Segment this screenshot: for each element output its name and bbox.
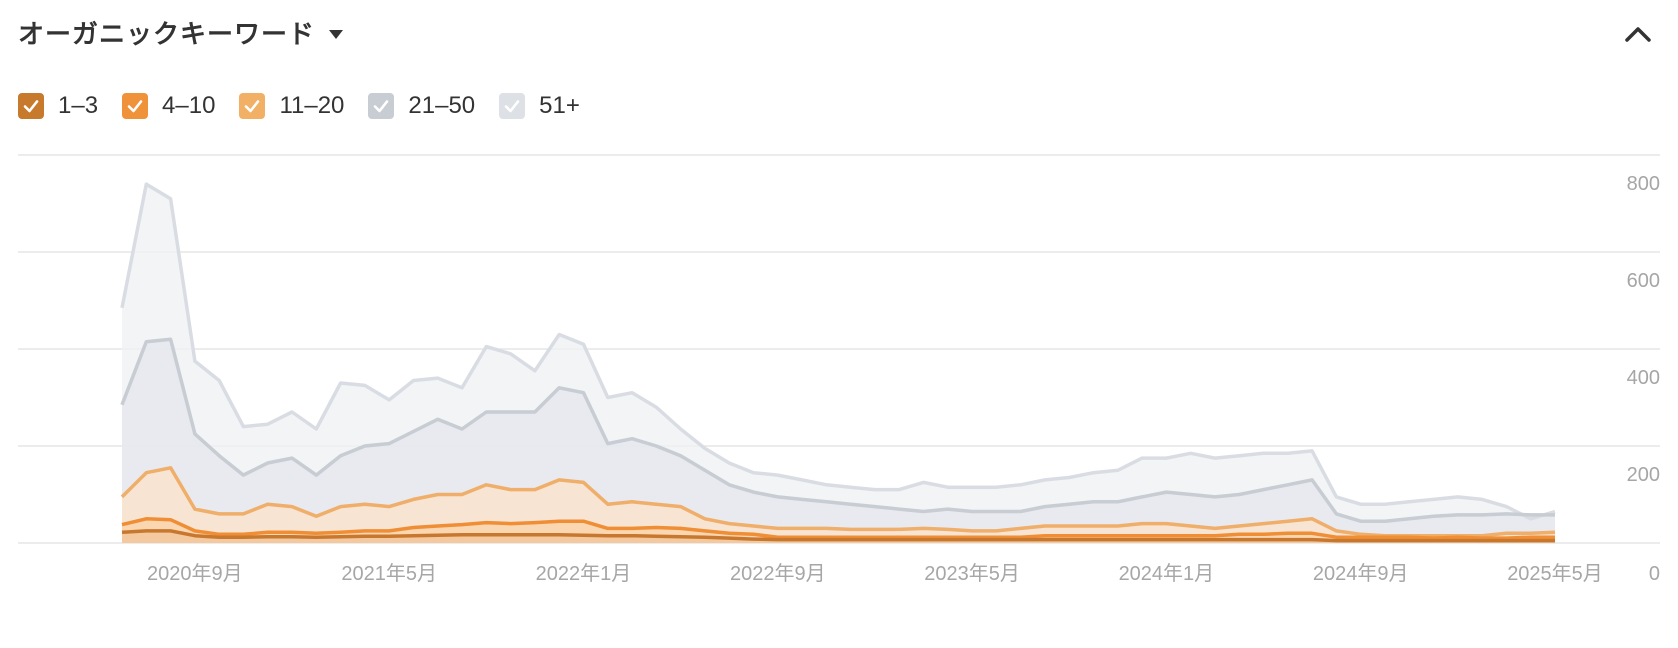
y-tick-label: 800	[1627, 173, 1660, 195]
legend-item-11-20[interactable]: 11–20	[239, 92, 344, 120]
x-tick-label: 2023年5月	[924, 562, 1020, 585]
legend-label: 21–50	[408, 92, 476, 119]
series-line	[120, 466, 1556, 538]
y-tick-label: 0	[1649, 563, 1660, 585]
legend-label: 51+	[539, 92, 580, 119]
series-line	[120, 337, 1555, 523]
y-axis-ticks: 800 600 400 200 0	[1627, 173, 1660, 585]
x-tick-label: 2022年9月	[730, 562, 826, 585]
checkbox-icon[interactable]	[18, 93, 44, 119]
area-chart: 800 600 400 200 0 2020年9月 2021年5月 2022年1月 2022年…	[18, 154, 1660, 585]
x-tick-label: 2024年9月	[1313, 562, 1409, 585]
x-tick-label: 2022年1月	[536, 562, 632, 585]
legend-label: 4–10	[162, 92, 216, 119]
y-tick-label: 600	[1627, 270, 1660, 292]
x-tick-label: 2025年5月	[1507, 562, 1603, 585]
series-areas	[122, 184, 1555, 543]
series-line	[121, 529, 1555, 543]
series-lines	[120, 182, 1556, 543]
legend-item-21-50[interactable]: 21–50	[368, 92, 475, 120]
x-tick-label: 2024年1月	[1119, 562, 1215, 585]
x-tick-label: 2021年5月	[341, 562, 437, 585]
series-line	[121, 517, 1555, 540]
chart-title: オーガニックキーワード	[18, 19, 316, 49]
series-line	[120, 182, 1556, 521]
checkbox-icon[interactable]	[239, 93, 266, 119]
title-dropdown-caret-icon[interactable]	[329, 30, 344, 39]
legend-item-51-plus[interactable]: 51+	[499, 92, 580, 120]
x-axis-ticks: 2020年9月 2021年5月 2022年1月 2022年9月 2023年5月 2024年…	[147, 562, 1603, 585]
collapse-chevron-up-icon[interactable]	[1620, 16, 1656, 52]
checkbox-icon[interactable]	[499, 93, 526, 119]
y-tick-label: 200	[1627, 464, 1660, 486]
legend-label: 1–3	[58, 92, 99, 119]
checkbox-icon[interactable]	[122, 93, 149, 119]
legend-item-1-3[interactable]: 1–3	[18, 92, 98, 120]
x-tick-label: 2020年9月	[147, 562, 243, 585]
chart-legend: 1–3 4–10 11–20 21–50 51+	[18, 92, 604, 120]
y-tick-label: 400	[1627, 367, 1660, 389]
chart-header: オーガニックキーワード	[18, 14, 344, 51]
checkbox-icon[interactable]	[368, 93, 395, 119]
legend-item-4-10[interactable]: 4–10	[122, 92, 215, 120]
legend-label: 11–20	[279, 92, 345, 119]
